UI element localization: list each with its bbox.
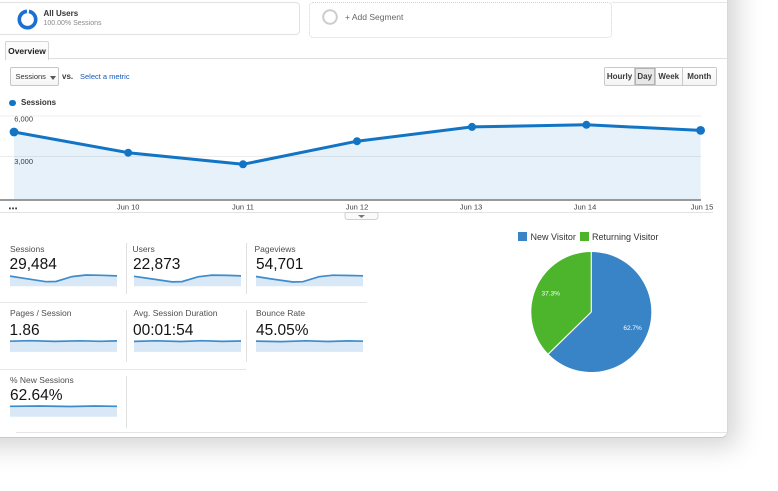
svg-text:3,000: 3,000	[14, 157, 33, 166]
svg-text:Jun 10: Jun 10	[117, 203, 140, 212]
svg-text:37.3%: 37.3%	[541, 290, 560, 297]
svg-text:6,000: 6,000	[14, 115, 33, 124]
svg-text:Jun 15: Jun 15	[691, 203, 714, 212]
svg-text:Jun 11: Jun 11	[232, 203, 254, 212]
svg-text:Jun 13: Jun 13	[460, 203, 483, 212]
svg-text:62.7%: 62.7%	[623, 325, 642, 332]
svg-text:Jun 14: Jun 14	[574, 203, 597, 212]
svg-text:Jun 12: Jun 12	[346, 203, 369, 212]
